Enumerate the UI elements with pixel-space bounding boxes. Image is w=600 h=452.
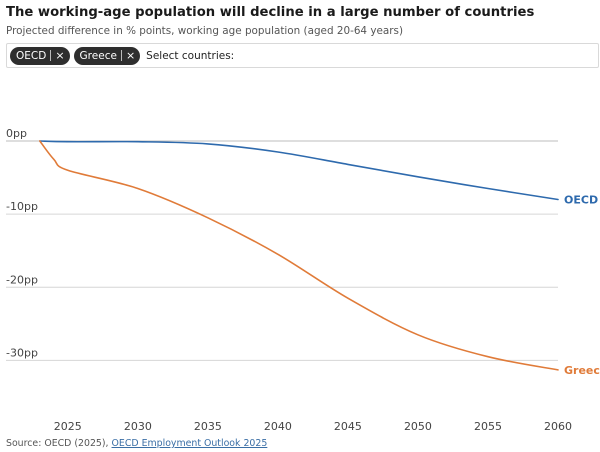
x-tick-label: 2045 [334, 420, 362, 433]
x-tick-label: 2030 [124, 420, 152, 433]
x-tick-label: 2050 [404, 420, 432, 433]
y-tick-label: -20pp [6, 273, 38, 286]
grid-layer [6, 140, 558, 361]
chip-oecd-label: OECD [16, 49, 47, 62]
source-note: Source: OECD (2025), OECD Employment Out… [6, 438, 267, 449]
country-selector[interactable]: OECD × Greece × Select countries: [6, 43, 599, 68]
series-layer: OECD Greece [39, 140, 600, 377]
x-tick-label: 2055 [474, 420, 502, 433]
remove-greece-close-icon[interactable]: × [125, 49, 136, 62]
y-axis-labels: 0pp -10pp -20pp -30pp [6, 127, 38, 359]
chip-greece: Greece × [73, 46, 141, 65]
remove-oecd-close-icon[interactable]: × [55, 49, 65, 62]
chip-divider [120, 50, 122, 61]
chip-oecd: OECD × [10, 46, 70, 65]
x-tick-label: 2040 [264, 420, 292, 433]
x-tick-label: 2025 [54, 420, 82, 433]
series-line-oecd [39, 140, 559, 201]
select-countries-label[interactable]: Select countries: [146, 49, 235, 62]
chart-subtitle: Projected difference in % points, workin… [6, 25, 403, 37]
series-line-greece [39, 140, 559, 371]
source-link[interactable]: OECD Employment Outlook 2025 [111, 438, 268, 449]
y-tick-label: 0pp [6, 127, 27, 140]
series-label-oecd: OECD [564, 194, 598, 207]
chip-divider [50, 50, 52, 61]
chip-greece-label: Greece [79, 49, 117, 62]
series-label-greece: Greece [564, 364, 600, 377]
chart-title: The working-age population will decline … [6, 5, 535, 20]
x-tick-label: 2060 [544, 420, 572, 433]
y-tick-label: -10pp [6, 200, 38, 213]
y-tick-label: -30pp [6, 346, 38, 359]
source-prefix: Source: OECD (2025), [6, 438, 112, 449]
x-tick-label: 2035 [194, 420, 222, 433]
x-axis-labels: 2025 2030 2035 2040 2045 2050 2055 2060 [54, 420, 572, 433]
